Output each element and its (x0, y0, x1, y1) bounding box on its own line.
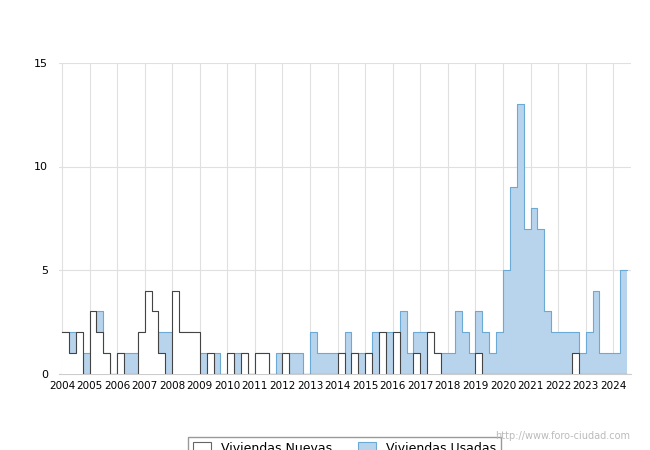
Legend: Viviendas Nuevas, Viviendas Usadas: Viviendas Nuevas, Viviendas Usadas (188, 437, 501, 450)
Text: Santa Elena de Jamuz - Evolucion del Nº de Transacciones Inmobiliarias: Santa Elena de Jamuz - Evolucion del Nº … (63, 19, 587, 35)
Text: http://www.foro-ciudad.com: http://www.foro-ciudad.com (495, 431, 630, 441)
